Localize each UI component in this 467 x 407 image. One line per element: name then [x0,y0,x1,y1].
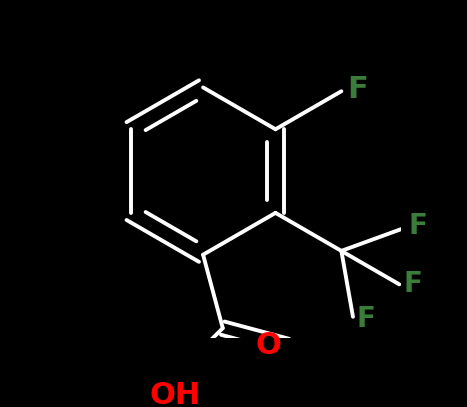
Text: F: F [347,75,368,104]
Text: O: O [256,331,282,360]
Text: F: F [408,212,427,240]
Text: F: F [357,305,375,333]
Text: F: F [403,270,422,298]
Text: OH: OH [150,381,201,407]
